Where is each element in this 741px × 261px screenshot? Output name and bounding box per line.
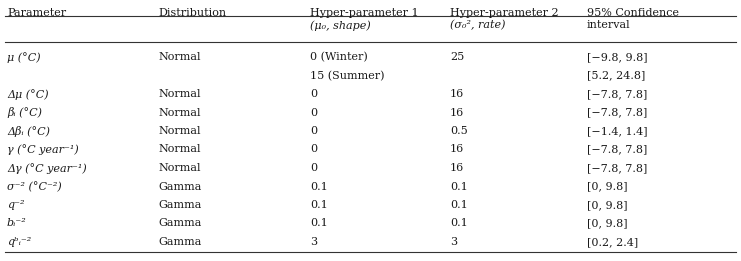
Text: 0.1: 0.1 [450,218,468,228]
Text: Hyper-parameter 1: Hyper-parameter 1 [310,8,419,18]
Text: 0 (Winter): 0 (Winter) [310,52,368,62]
Text: 95% Confidence: 95% Confidence [587,8,679,18]
Text: Δβᵢ (°C): Δβᵢ (°C) [7,126,50,137]
Text: Gamma: Gamma [158,218,202,228]
Text: Normal: Normal [158,126,201,136]
Text: bᵢ⁻²: bᵢ⁻² [7,218,27,228]
Text: Normal: Normal [158,89,201,99]
Text: 0: 0 [310,89,317,99]
Text: [0, 9.8]: [0, 9.8] [587,218,628,228]
Text: 16: 16 [450,108,465,117]
Text: 0: 0 [310,145,317,155]
Text: [−1.4, 1.4]: [−1.4, 1.4] [587,126,648,136]
Text: [−7.8, 7.8]: [−7.8, 7.8] [587,163,648,173]
Text: 0.1: 0.1 [310,200,328,210]
Text: (σ₀², rate): (σ₀², rate) [450,20,505,30]
Text: γ (°C year⁻¹): γ (°C year⁻¹) [7,145,79,155]
Text: qᵇᵢ⁻²: qᵇᵢ⁻² [7,237,31,247]
Text: Distribution: Distribution [158,8,226,18]
Text: 0.5: 0.5 [450,126,468,136]
Text: [0.2, 2.4]: [0.2, 2.4] [587,237,638,247]
Text: 0.1: 0.1 [310,181,328,192]
Text: 0: 0 [310,126,317,136]
Text: 0.1: 0.1 [450,181,468,192]
Text: interval: interval [587,20,631,30]
Text: 0: 0 [310,108,317,117]
Text: 16: 16 [450,89,465,99]
Text: 16: 16 [450,163,465,173]
Text: Normal: Normal [158,52,201,62]
Text: [0, 9.8]: [0, 9.8] [587,181,628,192]
Text: Δγ (°C year⁻¹): Δγ (°C year⁻¹) [7,163,87,174]
Text: μ (°C): μ (°C) [7,52,41,63]
Text: 15 (Summer): 15 (Summer) [310,70,385,81]
Text: Gamma: Gamma [158,200,202,210]
Text: [−7.8, 7.8]: [−7.8, 7.8] [587,145,648,155]
Text: Δμ (°C): Δμ (°C) [7,89,49,100]
Text: 3: 3 [450,237,457,247]
Text: [−7.8, 7.8]: [−7.8, 7.8] [587,89,648,99]
Text: 0: 0 [310,163,317,173]
Text: Gamma: Gamma [158,181,202,192]
Text: 0.1: 0.1 [310,218,328,228]
Text: Normal: Normal [158,108,201,117]
Text: 16: 16 [450,145,465,155]
Text: Normal: Normal [158,163,201,173]
Text: Gamma: Gamma [158,237,202,247]
Text: q⁻²: q⁻² [7,200,24,210]
Text: Parameter: Parameter [7,8,66,18]
Text: βᵢ (°C): βᵢ (°C) [7,108,42,118]
Text: Normal: Normal [158,145,201,155]
Text: [−7.8, 7.8]: [−7.8, 7.8] [587,108,648,117]
Text: Hyper-parameter 2: Hyper-parameter 2 [450,8,559,18]
Text: 3: 3 [310,237,317,247]
Text: [−9.8, 9.8]: [−9.8, 9.8] [587,52,648,62]
Text: [0, 9.8]: [0, 9.8] [587,200,628,210]
Text: (μ₀, shape): (μ₀, shape) [310,20,370,31]
Text: σ⁻² (°C⁻²): σ⁻² (°C⁻²) [7,181,62,192]
Text: 0.1: 0.1 [450,200,468,210]
Text: [5.2, 24.8]: [5.2, 24.8] [587,70,645,80]
Text: 25: 25 [450,52,465,62]
